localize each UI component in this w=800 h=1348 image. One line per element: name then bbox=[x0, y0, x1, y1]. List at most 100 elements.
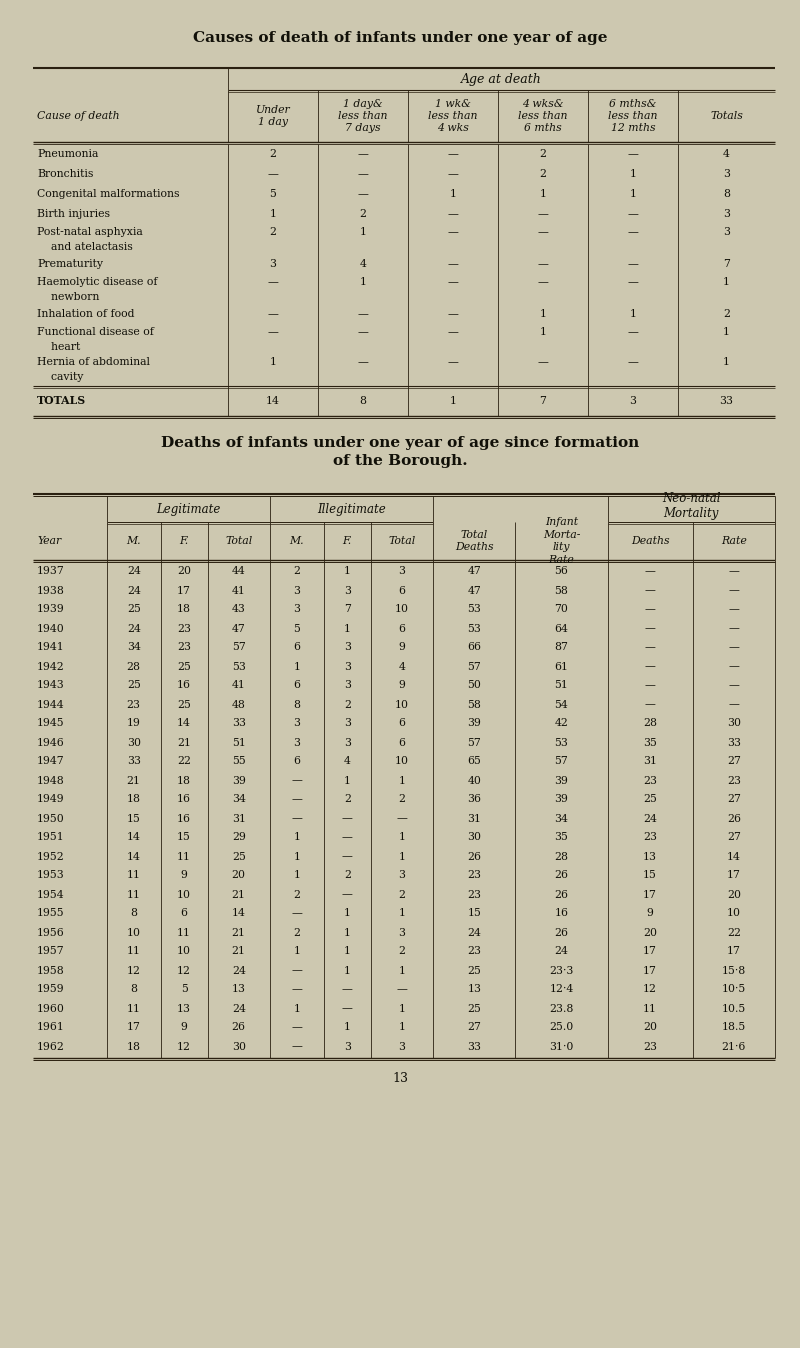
Text: 42: 42 bbox=[554, 718, 569, 728]
Text: 31·0: 31·0 bbox=[550, 1042, 574, 1051]
Text: 57: 57 bbox=[467, 662, 481, 671]
Text: 24: 24 bbox=[126, 566, 141, 577]
Text: 23: 23 bbox=[467, 946, 482, 957]
Text: —: — bbox=[447, 150, 458, 159]
Text: 3: 3 bbox=[344, 1042, 350, 1051]
Text: Under
1 day: Under 1 day bbox=[256, 105, 290, 127]
Text: 3: 3 bbox=[630, 396, 637, 406]
Text: 50: 50 bbox=[467, 681, 481, 690]
Text: 23: 23 bbox=[643, 1042, 657, 1051]
Text: Causes of death of infants under one year of age: Causes of death of infants under one yea… bbox=[193, 31, 607, 44]
Text: 7: 7 bbox=[539, 396, 546, 406]
Text: Birth injuries: Birth injuries bbox=[37, 209, 110, 218]
Text: 5: 5 bbox=[181, 984, 187, 995]
Text: Illegitimate: Illegitimate bbox=[317, 504, 386, 516]
Text: 33: 33 bbox=[727, 737, 741, 748]
Text: —: — bbox=[358, 309, 369, 319]
Text: 54: 54 bbox=[554, 700, 568, 709]
Text: 1: 1 bbox=[294, 833, 300, 842]
Text: —: — bbox=[447, 276, 458, 287]
Text: 14: 14 bbox=[126, 833, 141, 842]
Text: 53: 53 bbox=[554, 737, 569, 748]
Text: 33: 33 bbox=[719, 396, 734, 406]
Text: 1: 1 bbox=[344, 965, 350, 976]
Text: —: — bbox=[627, 276, 638, 287]
Text: —: — bbox=[729, 585, 739, 596]
Text: —: — bbox=[645, 624, 655, 634]
Text: 24: 24 bbox=[232, 965, 246, 976]
Text: —: — bbox=[645, 700, 655, 709]
Text: heart: heart bbox=[37, 342, 80, 352]
Text: 1955: 1955 bbox=[37, 909, 65, 918]
Text: 4: 4 bbox=[344, 756, 350, 767]
Text: 9: 9 bbox=[398, 643, 406, 652]
Text: 24: 24 bbox=[467, 927, 481, 937]
Text: 14: 14 bbox=[232, 909, 246, 918]
Text: 5: 5 bbox=[270, 189, 277, 200]
Text: F.: F. bbox=[179, 537, 189, 546]
Text: 1: 1 bbox=[359, 276, 366, 287]
Text: 22: 22 bbox=[727, 927, 741, 937]
Text: —: — bbox=[447, 357, 458, 367]
Text: —: — bbox=[447, 309, 458, 319]
Text: Hernia of abdominal: Hernia of abdominal bbox=[37, 357, 150, 367]
Text: 57: 57 bbox=[232, 643, 246, 652]
Text: 8: 8 bbox=[294, 700, 300, 709]
Text: 15: 15 bbox=[643, 871, 657, 880]
Text: 56: 56 bbox=[554, 566, 569, 577]
Text: —: — bbox=[627, 357, 638, 367]
Text: 12·4: 12·4 bbox=[550, 984, 574, 995]
Text: 3: 3 bbox=[344, 662, 350, 671]
Text: —: — bbox=[627, 226, 638, 237]
Text: 4 wks&
less than
6 mths: 4 wks& less than 6 mths bbox=[518, 98, 568, 133]
Text: 18.5: 18.5 bbox=[722, 1023, 746, 1033]
Text: 1: 1 bbox=[344, 1023, 350, 1033]
Text: 1947: 1947 bbox=[37, 756, 65, 767]
Text: 17: 17 bbox=[643, 946, 657, 957]
Text: Cause of death: Cause of death bbox=[37, 111, 120, 121]
Text: 7: 7 bbox=[344, 604, 350, 615]
Text: Rate: Rate bbox=[721, 537, 746, 546]
Text: 9: 9 bbox=[181, 871, 187, 880]
Text: 11: 11 bbox=[126, 890, 141, 899]
Text: 11: 11 bbox=[126, 1003, 141, 1014]
Text: 27: 27 bbox=[727, 756, 741, 767]
Text: 2: 2 bbox=[344, 700, 350, 709]
Text: —: — bbox=[291, 813, 302, 824]
Text: —: — bbox=[627, 209, 638, 218]
Text: —: — bbox=[729, 566, 739, 577]
Text: 10: 10 bbox=[395, 700, 409, 709]
Text: 12: 12 bbox=[177, 1042, 191, 1051]
Text: 1937: 1937 bbox=[37, 566, 65, 577]
Text: 2: 2 bbox=[398, 890, 406, 899]
Text: 9: 9 bbox=[398, 681, 406, 690]
Text: 1: 1 bbox=[398, 965, 406, 976]
Text: 1: 1 bbox=[270, 209, 277, 218]
Text: 25: 25 bbox=[643, 794, 657, 805]
Text: 51: 51 bbox=[554, 681, 569, 690]
Text: 21: 21 bbox=[232, 946, 246, 957]
Text: 25.0: 25.0 bbox=[550, 1023, 574, 1033]
Text: 3: 3 bbox=[398, 871, 406, 880]
Text: 1: 1 bbox=[294, 871, 300, 880]
Text: 33: 33 bbox=[467, 1042, 482, 1051]
Text: —: — bbox=[627, 259, 638, 270]
Text: —: — bbox=[358, 168, 369, 179]
Text: 3: 3 bbox=[723, 226, 730, 237]
Text: —: — bbox=[291, 775, 302, 786]
Text: 66: 66 bbox=[467, 643, 482, 652]
Text: 53: 53 bbox=[467, 604, 481, 615]
Text: 30: 30 bbox=[232, 1042, 246, 1051]
Text: 1: 1 bbox=[630, 309, 637, 319]
Text: 3: 3 bbox=[723, 209, 730, 218]
Text: 47: 47 bbox=[232, 624, 246, 634]
Text: 24: 24 bbox=[232, 1003, 246, 1014]
Text: Deaths: Deaths bbox=[631, 537, 670, 546]
Text: 1: 1 bbox=[398, 1023, 406, 1033]
Text: 27: 27 bbox=[467, 1023, 481, 1033]
Text: 6: 6 bbox=[294, 643, 300, 652]
Text: 25: 25 bbox=[126, 604, 141, 615]
Text: 3: 3 bbox=[398, 1042, 406, 1051]
Text: TOTALS: TOTALS bbox=[37, 395, 86, 407]
Text: 1952: 1952 bbox=[37, 852, 65, 861]
